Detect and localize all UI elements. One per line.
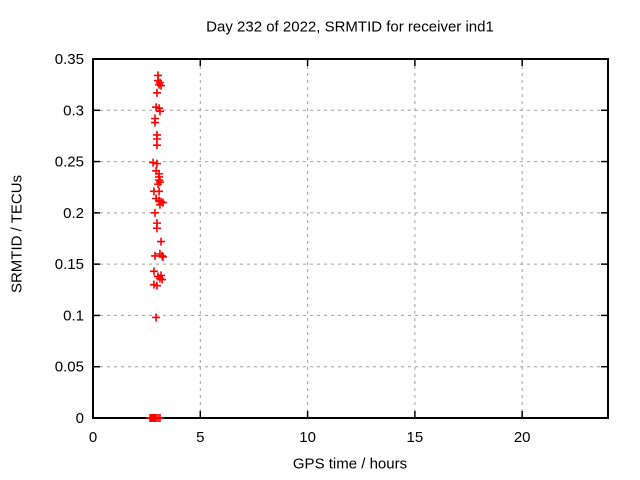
plot-border <box>92 58 609 419</box>
data-point-marker <box>152 313 161 322</box>
data-point-marker <box>155 414 164 422</box>
y-tick-label: 0.2 <box>63 205 84 222</box>
x-axis-label: GPS time / hours <box>292 455 408 473</box>
y-tick-label: 0.15 <box>55 256 84 273</box>
data-point-marker <box>154 71 163 80</box>
data-point-marker <box>157 271 166 280</box>
data-point-marker <box>152 88 161 97</box>
data-point-marker <box>152 194 161 203</box>
data-point-marker <box>151 208 160 217</box>
x-tick-label: 0 <box>89 429 97 446</box>
data-point-marker <box>149 280 158 289</box>
y-tick-label: 0.1 <box>63 307 84 324</box>
data-point-marker <box>155 187 164 196</box>
chart-title: Day 232 of 2022, SRMTID for receiver ind… <box>206 18 494 36</box>
x-tick-label: 20 <box>514 429 531 446</box>
y-axis-label: SRMTID / TECUs <box>8 174 26 294</box>
data-point-marker <box>155 249 164 258</box>
data-point-marker <box>151 114 160 123</box>
y-tick-label: 0.35 <box>55 51 84 68</box>
x-tick-label: 10 <box>299 429 316 446</box>
data-point-marker <box>152 166 161 175</box>
y-tick-label: 0.05 <box>55 359 84 376</box>
data-point-marker <box>149 267 158 276</box>
x-tick-label: 15 <box>407 429 424 446</box>
data-point-marker <box>151 251 160 260</box>
y-tick-label: 0 <box>76 410 84 427</box>
data-point-marker <box>152 130 161 139</box>
data-point-marker <box>157 237 166 246</box>
data-point-marker <box>152 103 161 112</box>
data-point-marker <box>152 159 161 168</box>
y-tick-label: 0.25 <box>55 154 84 171</box>
x-tick-label: 5 <box>196 429 204 446</box>
y-tick-label: 0.3 <box>63 102 84 119</box>
data-point-marker <box>152 219 161 228</box>
data-point-marker <box>149 158 158 167</box>
